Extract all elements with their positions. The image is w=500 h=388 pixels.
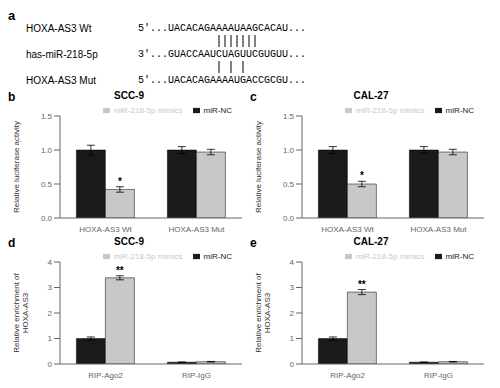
- html-text:SCC-9: SCC-9: [114, 236, 144, 247]
- svg-text:RIP-IgG: RIP-IgG: [424, 371, 453, 380]
- svg-text:Relative luciferase activity: Relative luciferase activity: [12, 121, 21, 213]
- svg-text:0.0: 0.0: [283, 214, 295, 223]
- svg-text:*: *: [118, 176, 122, 187]
- svg-text:HOXA-AS3 Wt: HOXA-AS3 Wt: [26, 23, 92, 34]
- svg-text:HOXA-AS3 Wt: HOXA-AS3 Wt: [79, 225, 132, 234]
- html-text:miR-NC: miR-NC: [203, 106, 232, 115]
- svg-text:4: 4: [48, 258, 53, 267]
- svg-text:2: 2: [290, 309, 295, 318]
- html-text:d: d: [8, 236, 16, 250]
- svg-text:1: 1: [290, 334, 295, 343]
- html-text:b: b: [8, 90, 16, 104]
- html-text:miR-218-5p mimics: miR-218-5p mimics: [355, 252, 425, 261]
- html-text:miR-NC: miR-NC: [203, 252, 232, 261]
- svg-text:0.5: 0.5: [41, 180, 53, 189]
- svg-text:4: 4: [290, 258, 295, 267]
- svg-text:Relative luciferase activity: Relative luciferase activity: [254, 121, 263, 213]
- svg-text:0: 0: [290, 360, 295, 369]
- svg-text:1.0: 1.0: [283, 146, 295, 155]
- svg-text:has-miR-218-5p: has-miR-218-5p: [26, 49, 98, 60]
- svg-text:**: **: [116, 265, 124, 276]
- html-text:miR-218-5p mimics: miR-218-5p mimics: [113, 252, 183, 261]
- html-text:miR-218-5p mimics: miR-218-5p mimics: [355, 106, 425, 115]
- html-text:miR-NC: miR-NC: [445, 252, 474, 261]
- svg-text:3: 3: [48, 283, 53, 292]
- svg-text:Relative enrichment ofHOXA-AS3: Relative enrichment ofHOXA-AS3: [12, 272, 30, 352]
- svg-text:0.5: 0.5: [283, 180, 295, 189]
- svg-text:1.5: 1.5: [41, 112, 53, 121]
- html-text:miR-NC: miR-NC: [445, 106, 474, 115]
- svg-text:HOXA-AS3 Mut: HOXA-AS3 Mut: [168, 225, 225, 234]
- svg-text:0: 0: [48, 360, 53, 369]
- svg-text:RIP-Ago2: RIP-Ago2: [88, 371, 123, 380]
- svg-text:0.0: 0.0: [41, 214, 53, 223]
- svg-text:RIP-Ago2: RIP-Ago2: [330, 371, 365, 380]
- html-text:SCC-9: SCC-9: [114, 90, 144, 101]
- html-text:CAL-27: CAL-27: [353, 236, 389, 247]
- svg-text:HOXA-AS3 Mut: HOXA-AS3 Mut: [410, 225, 467, 234]
- svg-text:5'...UACACAGAAAAUGACCGCGU...: 5'...UACACAGAAAAUGACCGCGU...: [138, 75, 306, 86]
- html-text:CAL-27: CAL-27: [353, 90, 389, 101]
- svg-text:1.0: 1.0: [41, 146, 53, 155]
- svg-text:*: *: [360, 170, 364, 181]
- html-text:e: e: [250, 236, 257, 250]
- svg-text:3: 3: [290, 283, 295, 292]
- svg-text:2: 2: [48, 309, 53, 318]
- svg-text:1.5: 1.5: [283, 112, 295, 121]
- svg-text:1: 1: [48, 334, 53, 343]
- html-text:c: c: [250, 90, 257, 104]
- svg-text:Relative enrichment ofHOXA-AS3: Relative enrichment ofHOXA-AS3: [254, 272, 272, 352]
- svg-text:5'...UACACAGAAAAUAAGCACAU...: 5'...UACACAGAAAAUAAGCACAU...: [138, 23, 306, 34]
- svg-text:RIP-IgG: RIP-IgG: [182, 371, 211, 380]
- svg-text:HOXA-AS3 Wt: HOXA-AS3 Wt: [321, 225, 374, 234]
- svg-text:a: a: [8, 8, 16, 23]
- svg-text:3'...GUACCAAUCUAGUUCGUGUU...: 3'...GUACCAAUCUAGUUCGUGUU...: [138, 49, 306, 60]
- html-text:miR-218-5p mimics: miR-218-5p mimics: [113, 106, 183, 115]
- svg-text:HOXA-AS3 Mut: HOXA-AS3 Mut: [26, 75, 96, 86]
- svg-text:**: **: [358, 279, 366, 290]
